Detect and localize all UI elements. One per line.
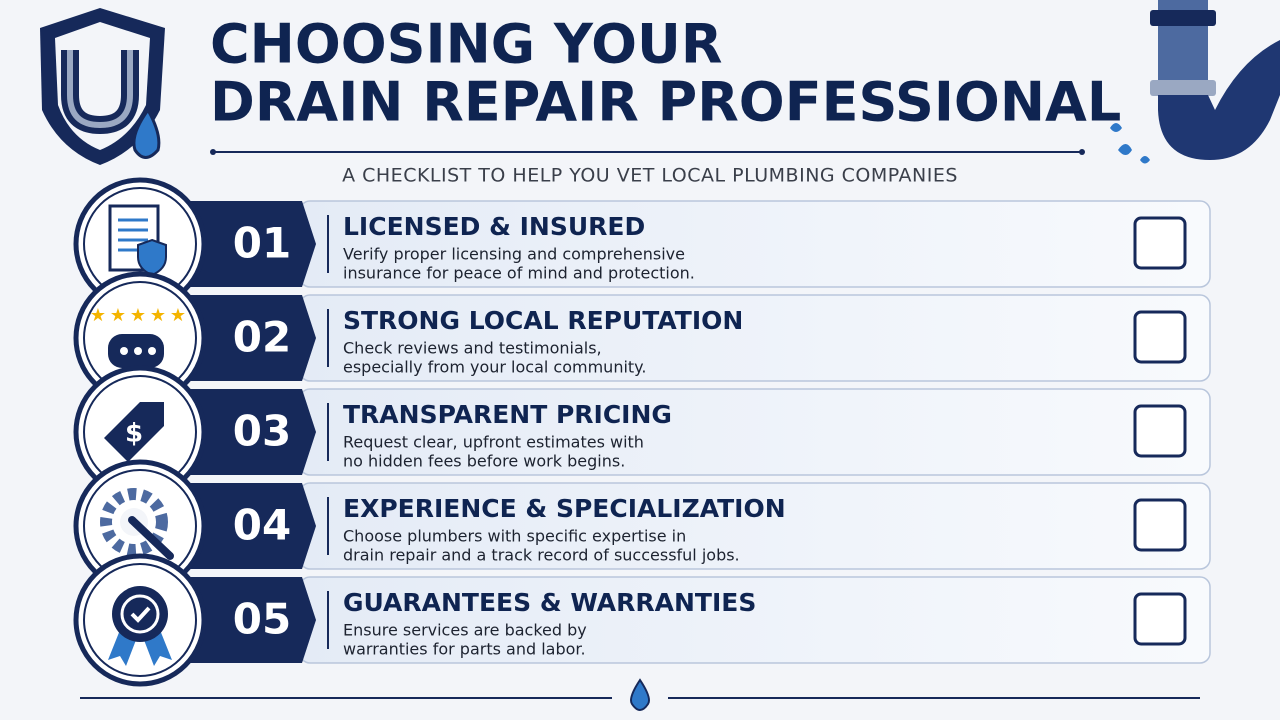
item-title: EXPERIENCE & SPECIALIZATION <box>343 494 786 523</box>
item-description: no hidden fees before work begins. <box>343 452 625 471</box>
icon-star: ★ <box>170 305 186 326</box>
item-number: 05 <box>233 595 291 644</box>
title-line: CHOOSING YOUR <box>210 13 722 76</box>
footer-drop <box>630 678 650 711</box>
checkbox[interactable] <box>1133 216 1187 270</box>
divider-dot <box>1079 149 1085 155</box>
icon-shape <box>128 516 174 560</box>
item-description: Ensure services are backed by <box>343 621 587 640</box>
icon-shape: $ <box>125 419 143 449</box>
icon-star: ★ <box>90 305 106 326</box>
number-tab <box>190 201 316 287</box>
item-title: TRANSPARENT PRICING <box>343 400 672 429</box>
icon-shape <box>112 586 168 642</box>
logo <box>40 8 165 165</box>
checkbox[interactable] <box>1133 310 1187 364</box>
item-number: 02 <box>233 313 291 362</box>
icon-shape <box>134 347 142 355</box>
item-description: drain repair and a track record of succe… <box>343 546 740 565</box>
pipe-decoration <box>1110 0 1280 164</box>
number-tab <box>190 389 316 475</box>
checklist-item: 01 LICENSED & INSURED Verify proper licens… <box>73 177 1211 311</box>
title-line: DRAIN REPAIR PROFESSIONAL <box>210 71 1121 134</box>
item-title: LICENSED & INSURED <box>343 212 645 241</box>
subtitle: A CHECKLIST TO HELP YOU VET LOCAL PLUMBI… <box>342 165 958 187</box>
item-number: 01 <box>233 219 291 268</box>
icon-star: ★ <box>110 305 126 326</box>
item-title: STRONG LOCAL REPUTATION <box>343 306 743 335</box>
checkbox[interactable] <box>1133 592 1187 646</box>
divider-dot <box>210 149 216 155</box>
icon-shape <box>100 488 168 556</box>
checkbox[interactable] <box>1133 404 1187 458</box>
icon-shape <box>104 402 164 462</box>
item-description: especially from your local community. <box>343 358 646 377</box>
item-description: Verify proper licensing and comprehensiv… <box>343 245 685 264</box>
icon-star: ★ <box>130 305 146 326</box>
item-description: Choose plumbers with specific expertise … <box>343 527 686 546</box>
number-tab <box>190 577 316 663</box>
icon-star: ★ <box>150 305 166 326</box>
icon-shape <box>148 347 156 355</box>
number-tab <box>190 483 316 569</box>
icon-shape <box>137 238 167 277</box>
item-number: 04 <box>233 501 291 550</box>
item-description: Check reviews and testimonials, <box>343 339 602 358</box>
icon-shape <box>130 606 151 623</box>
checkbox[interactable] <box>1133 498 1187 552</box>
number-tab <box>190 295 316 381</box>
icon-shape <box>120 347 128 355</box>
checklist-item: $03 TRANSPARENT PRICING Request clear, upf… <box>73 365 1211 499</box>
icon-shape <box>120 594 160 634</box>
item-number: 03 <box>233 407 291 456</box>
item-description: insurance for peace of mind and protecti… <box>343 264 695 283</box>
icon-shape <box>108 630 172 666</box>
checklist-item: 05 GUARANTEES & WARRANTIES Ensure services… <box>73 553 1211 687</box>
checklist-item: 04 EXPERIENCE & SPECIALIZATION Choose plum… <box>73 459 1211 593</box>
item-title: GUARANTEES & WARRANTIES <box>343 588 756 617</box>
icon-ring <box>83 563 197 677</box>
item-description: warranties for parts and labor. <box>343 640 586 659</box>
item-description: Request clear, upfront estimates with <box>343 433 644 452</box>
